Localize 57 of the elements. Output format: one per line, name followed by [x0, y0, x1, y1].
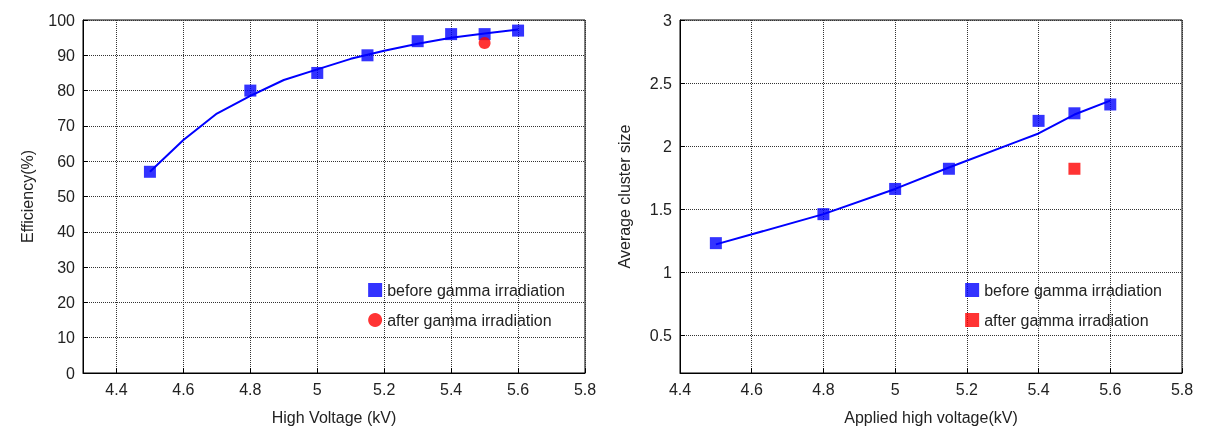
y-tick-label: 60: [57, 152, 76, 170]
y-tick-label: 80: [57, 82, 76, 100]
x-tick-label: 4.6: [172, 380, 195, 398]
point: [411, 35, 424, 48]
y-tick-label: 10: [57, 329, 76, 347]
x-tick-label: 5.4: [1027, 380, 1050, 398]
y-axis-title: Average cluster size: [615, 124, 633, 269]
x-tick-label: 4.8: [239, 380, 262, 398]
y-tick-label: 90: [57, 46, 76, 64]
point: [817, 208, 830, 221]
point: [361, 49, 374, 62]
y-tick-label: 0: [66, 364, 76, 382]
x-tick-label: 4.4: [668, 380, 692, 398]
point: [311, 66, 324, 79]
x-axis-title: Applied high voltage(kV): [844, 408, 1018, 426]
point: [1068, 162, 1081, 175]
y-tick-label: 1: [663, 263, 673, 281]
x-tick-label: 4.8: [812, 380, 835, 398]
y-tick-label: 50: [57, 188, 76, 205]
point: [143, 165, 156, 178]
point: [512, 24, 525, 37]
x-tick-label: 5.2: [955, 380, 979, 398]
y-tick-label: 100: [48, 11, 76, 29]
point: [478, 36, 491, 49]
legend-label: after gamma irradiation: [984, 311, 1149, 329]
point: [889, 182, 902, 195]
x-tick-label: 5.8: [573, 380, 597, 398]
point: [709, 237, 722, 250]
point: [1104, 98, 1117, 111]
point: [1032, 114, 1045, 127]
y-tick-label: 0.5: [649, 326, 673, 344]
point: [942, 162, 955, 175]
x-axis-title: High Voltage (kV): [271, 408, 397, 426]
point: [1068, 107, 1081, 120]
point: [445, 28, 458, 41]
point: [244, 84, 257, 97]
y-tick-label: 30: [57, 258, 76, 276]
y-tick-label: 20: [57, 293, 76, 311]
legend-label: after gamma irradiation: [387, 311, 552, 329]
legend-label: before gamma irradiation: [387, 281, 566, 299]
y-axis-title: Efficiency(%): [18, 149, 36, 244]
x-tick-label: 5.6: [1099, 380, 1122, 398]
legend-label: before gamma irradiation: [984, 281, 1163, 299]
x-tick-label: 4.6: [740, 380, 763, 398]
x-tick-label: 5.4: [440, 380, 463, 398]
y-tick-label: 40: [57, 223, 76, 241]
x-tick-label: 5.2: [373, 380, 396, 398]
x-tick-label: 5.8: [1170, 380, 1194, 398]
x-tick-label: 5.6: [506, 380, 530, 398]
y-tick-label: 2: [663, 137, 673, 155]
x-tick-label: 5: [890, 380, 900, 398]
y-tick-label: 2.5: [649, 74, 673, 92]
x-tick-label: 4.4: [105, 380, 128, 398]
y-tick-label: 3: [663, 11, 673, 29]
y-tick-label: 1.5: [649, 200, 673, 218]
x-tick-label: 5: [312, 380, 322, 398]
y-tick-label: 70: [57, 117, 76, 135]
